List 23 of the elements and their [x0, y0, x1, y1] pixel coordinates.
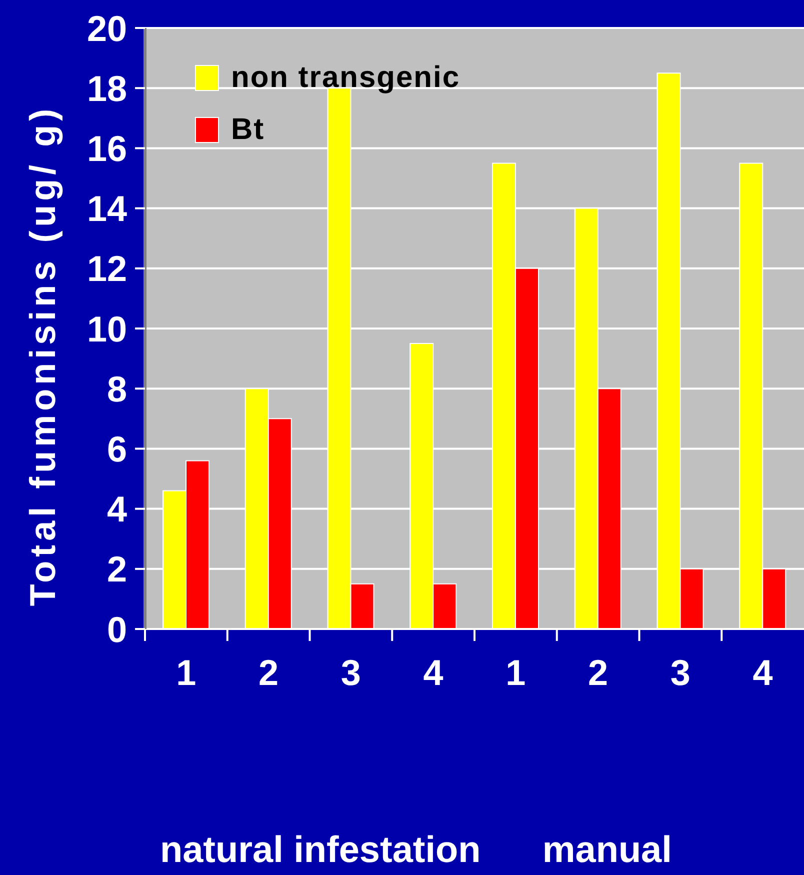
y-tick-label: 12	[86, 248, 127, 290]
x-tick-label: 2	[258, 652, 279, 693]
x-tick-label: 3	[670, 652, 690, 693]
y-tick-label: 4	[106, 488, 127, 530]
x-tick-label: 3	[340, 652, 361, 693]
y-tick-label: 0	[106, 608, 127, 650]
y-tick-label: 16	[86, 128, 127, 169]
legend-label: non transgenic	[231, 61, 460, 95]
y-tick-label: 6	[106, 428, 127, 470]
y-tick-label: 18	[86, 68, 127, 109]
y-tick-label: 10	[86, 308, 127, 350]
legend-label: Bt	[231, 113, 265, 147]
y-tick-label: 14	[86, 188, 127, 230]
y-tick-label: 8	[106, 368, 127, 410]
x-tick-label: 1	[506, 652, 526, 693]
x-tick-label: 4	[752, 652, 773, 693]
x-tick-label: 1	[176, 652, 196, 693]
x-tick-label: 2	[588, 652, 608, 693]
y-tick-label: 2	[106, 548, 127, 590]
y-axis-title: Total fumonisins (ug/ g)	[22, 104, 62, 606]
y-tick-label: 20	[86, 8, 127, 49]
x-axis-title: natural infestation manual	[160, 829, 672, 870]
x-tick-label: 4	[423, 652, 444, 693]
